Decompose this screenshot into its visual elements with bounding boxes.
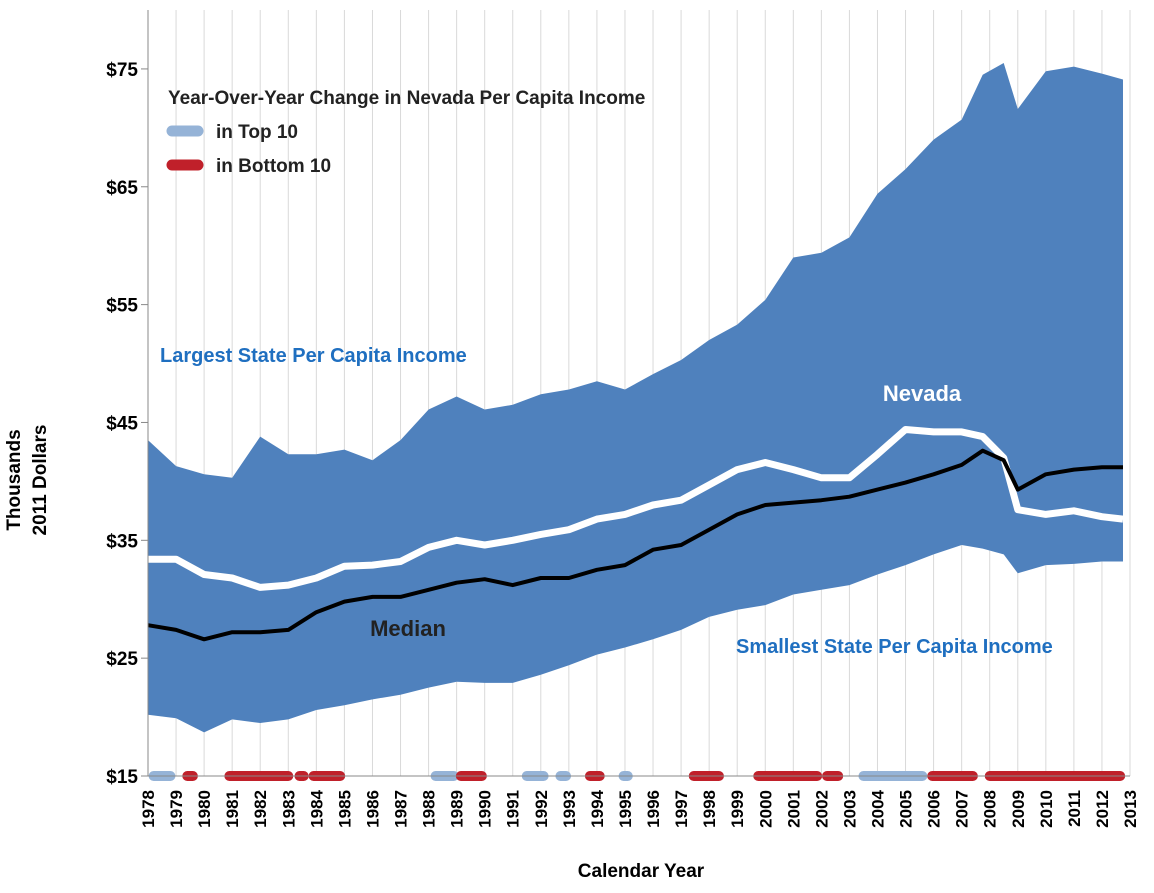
annotation: Nevada <box>883 381 962 406</box>
y-tick-label: $75 <box>106 60 138 81</box>
x-tick-label: 2004 <box>868 789 887 827</box>
series-line <box>147 448 1123 642</box>
x-axis-title: Calendar Year <box>578 861 705 882</box>
x-tick-label: 1991 <box>504 790 523 828</box>
x-tick-label: 1981 <box>223 790 242 828</box>
x-tick-label: 1984 <box>307 789 326 827</box>
annotation: Smallest State Per Capita Income <box>736 636 1053 658</box>
legend-label: in Bottom 10 <box>216 156 331 177</box>
x-tick-label: 2009 <box>1009 790 1028 828</box>
x-tick-label: 1980 <box>195 790 214 828</box>
x-tick-label: 1986 <box>363 790 382 828</box>
x-tick-label: 2000 <box>756 790 775 828</box>
y-tick-label: $65 <box>106 178 138 199</box>
x-tick-label: 1992 <box>532 790 551 828</box>
y-axis-title: 2011 Dollars <box>30 425 51 536</box>
x-tick-label: 2006 <box>925 790 944 828</box>
y-axis-title: Thousands <box>4 429 25 530</box>
y-tick-label: $55 <box>106 296 138 317</box>
x-tick-label: 2008 <box>981 790 1000 828</box>
x-tick-label: 2002 <box>812 790 831 828</box>
x-tick-label: 1985 <box>335 790 354 828</box>
x-tick-label: 1979 <box>167 790 186 828</box>
x-tick-label: 1990 <box>476 790 495 828</box>
x-tick-label: 1989 <box>448 790 467 828</box>
x-tick-label: 1996 <box>644 790 663 828</box>
x-tick-label: 1988 <box>420 790 439 828</box>
annotation: Median <box>370 616 446 641</box>
y-tick-label: $35 <box>106 531 138 552</box>
x-tick-label: 1998 <box>700 790 719 828</box>
x-tick-label: 1987 <box>392 790 411 828</box>
x-tick-label: 2007 <box>953 790 972 828</box>
x-tick-label: 1978 <box>139 790 158 828</box>
x-tick-label: 2010 <box>1037 790 1056 828</box>
x-tick-label: 1982 <box>251 790 270 828</box>
x-tick-label: 2011 <box>1065 790 1084 827</box>
x-tick-label: 2012 <box>1093 790 1112 828</box>
x-tick-label: 1983 <box>279 790 298 828</box>
y-tick-label: $45 <box>106 413 138 434</box>
series-line <box>148 426 1124 591</box>
y-tick-label: $25 <box>106 649 138 670</box>
x-tick-label: 2005 <box>897 790 916 828</box>
x-tick-label: 2001 <box>784 790 803 828</box>
x-tick-label: 2013 <box>1121 790 1140 828</box>
annotation: Largest State Per Capita Income <box>160 345 467 367</box>
y-tick-label: $15 <box>106 767 138 788</box>
x-tick-label: 2003 <box>840 790 859 828</box>
x-tick-label: 1999 <box>728 790 747 828</box>
legend-label: in Top 10 <box>216 122 298 143</box>
x-tick-label: 1997 <box>672 790 691 828</box>
x-tick-label: 1994 <box>588 789 607 827</box>
x-tick-label: 1993 <box>560 790 579 828</box>
legend-title: Year-Over-Year Change in Nevada Per Capi… <box>168 88 645 109</box>
x-tick-label: 1995 <box>616 790 635 828</box>
